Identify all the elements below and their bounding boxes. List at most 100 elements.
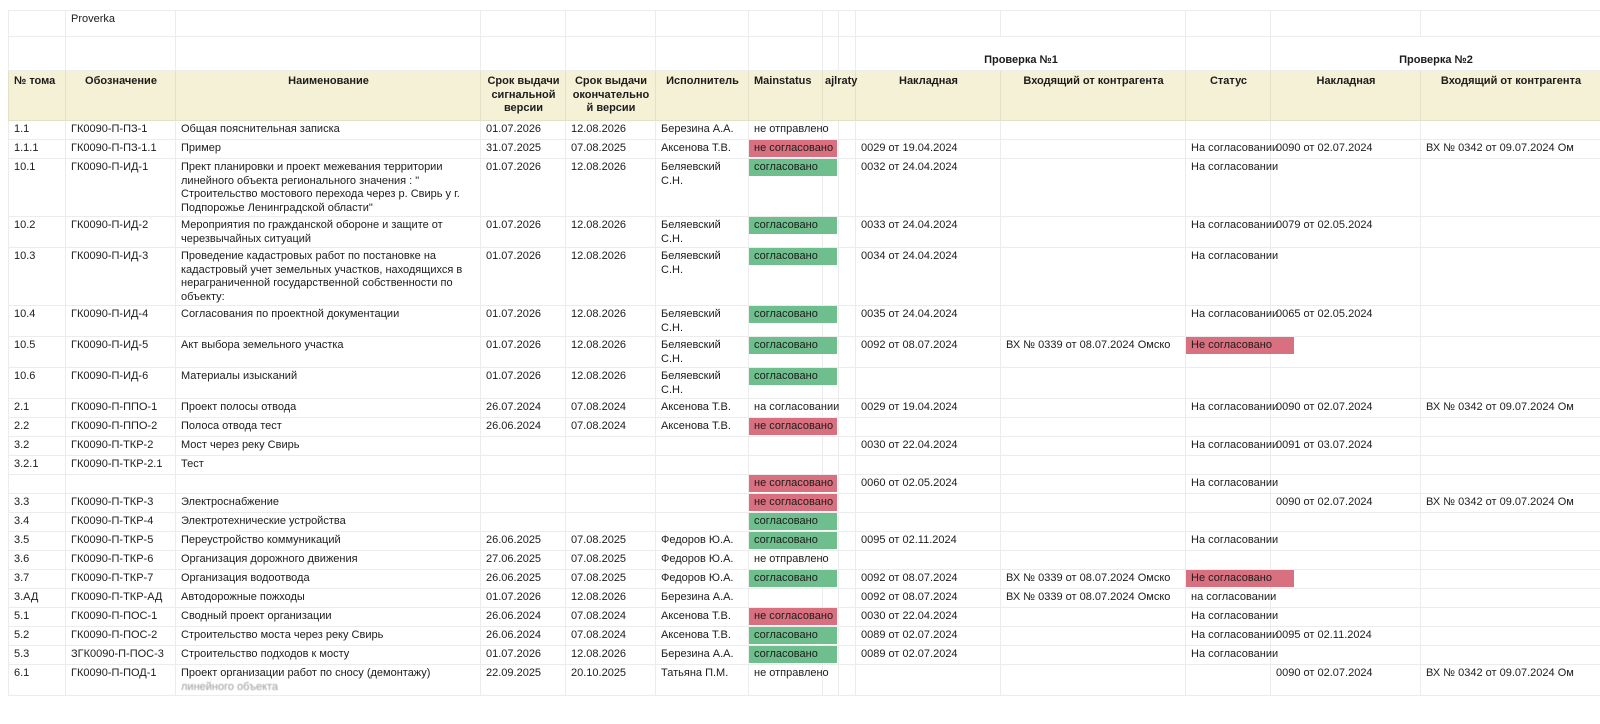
cell-n2[interactable] [839,513,856,532]
cell-main[interactable]: не отправлено [749,121,823,140]
cell-name[interactable]: Электротехнические устройства [176,513,481,532]
cell-status[interactable]: На согласовании [1186,399,1271,418]
cell-code[interactable]: ГК0090-П-ТКР-АД [66,589,176,608]
cell-executor[interactable]: Беляевский С.Н. [656,306,749,337]
cell-final[interactable]: 12.08.2026 [566,121,656,140]
cell-status[interactable] [1186,665,1271,696]
cell-final[interactable] [566,494,656,513]
cell-final[interactable]: 07.08.2025 [566,140,656,159]
cell-n2[interactable] [839,399,856,418]
cell-status[interactable]: На согласовании [1186,437,1271,456]
cell-status[interactable]: на согласовании [1186,589,1271,608]
cell-inv1[interactable] [856,513,1001,532]
cell-vol[interactable]: 5.3 [9,646,66,665]
cell-n2[interactable] [839,368,856,399]
cell-n2[interactable] [839,570,856,589]
cell-inc2[interactable] [1421,627,1600,646]
cell-status[interactable]: На согласовании [1186,532,1271,551]
cell-name[interactable]: Автодорожные пожходы [176,589,481,608]
cell-executor[interactable]: Беляевский С.Н. [656,368,749,399]
cell-final[interactable]: 07.08.2024 [566,608,656,627]
cell-main[interactable]: согласовано [749,337,823,368]
cell-inv1[interactable] [856,418,1001,437]
cell-inv1[interactable] [856,368,1001,399]
cell-final[interactable]: 07.08.2025 [566,570,656,589]
cell-inc1[interactable] [1001,608,1186,627]
cell-signal[interactable]: 22.09.2025 [481,665,566,696]
cell-main[interactable] [749,437,823,456]
cell-final[interactable]: 07.08.2024 [566,627,656,646]
cell-vol[interactable]: 5.2 [9,627,66,646]
cell-main[interactable]: не согласовано [749,418,823,437]
cell-signal[interactable]: 01.07.2026 [481,306,566,337]
cell-inv2[interactable]: 0090 от 02.07.2024 [1271,665,1421,696]
cell-executor[interactable]: Аксенова Т.В. [656,627,749,646]
cell-n2[interactable] [839,589,856,608]
cell-vol[interactable]: 10.5 [9,337,66,368]
cell-inc1[interactable] [1001,306,1186,337]
cell-signal[interactable]: 26.06.2024 [481,608,566,627]
cell-name[interactable]: Проведение кадастровых работ по постанов… [176,248,481,306]
cell-main[interactable]: согласовано [749,513,823,532]
cell-name[interactable]: Материалы изысканий [176,368,481,399]
cell-code[interactable]: ГК0090-П-ПЗ-1.1 [66,140,176,159]
cell-final[interactable]: 12.08.2026 [566,159,656,217]
cell-inc1[interactable] [1001,121,1186,140]
cell-inc2[interactable] [1421,551,1600,570]
cell-inv1[interactable]: 0092 от 08.07.2024 [856,570,1001,589]
cell-inc1[interactable] [1001,532,1186,551]
cell-n2[interactable] [839,665,856,696]
cell-inv1[interactable]: 0030 от 22.04.2024 [856,608,1001,627]
cell-final[interactable]: 07.08.2025 [566,551,656,570]
cell-code[interactable]: ЗГК0090-П-ПОС-3 [66,646,176,665]
cell-main[interactable]: согласовано [749,532,823,551]
cell-code[interactable]: ГК0090-П-ППО-1 [66,399,176,418]
cell-vol[interactable]: 10.2 [9,217,66,248]
cell-signal[interactable]: 01.07.2026 [481,159,566,217]
cell-signal[interactable] [481,494,566,513]
cell-name[interactable]: Электроснабжение [176,494,481,513]
cell-executor[interactable] [656,437,749,456]
cell-vol[interactable]: 10.6 [9,368,66,399]
cell-inc2[interactable] [1421,121,1600,140]
cell-inv2[interactable] [1271,646,1421,665]
cell-executor[interactable]: Аксенова Т.В. [656,140,749,159]
cell-inc2[interactable] [1421,248,1600,306]
cell-inv2[interactable] [1271,608,1421,627]
cell-main[interactable] [749,456,823,475]
cell-inc1[interactable]: ВХ № 0339 от 08.07.2024 Омско [1001,337,1186,368]
cell-signal[interactable]: 26.06.2024 [481,627,566,646]
cell-name[interactable]: Согласования по проектной документации [176,306,481,337]
cell-inv1[interactable]: 0089 от 02.07.2024 [856,627,1001,646]
cell-inc1[interactable] [1001,217,1186,248]
cell-signal[interactable] [481,513,566,532]
cell-final[interactable]: 07.08.2024 [566,418,656,437]
cell-code[interactable]: ГК0090-П-ИД-1 [66,159,176,217]
cell-main[interactable] [749,589,823,608]
cell-inv1[interactable]: 0035 от 24.04.2024 [856,306,1001,337]
cell-vol[interactable]: 3.АД [9,589,66,608]
cell-code[interactable]: ГК0090-П-ПЗ-1 [66,121,176,140]
cell-inv1[interactable] [856,494,1001,513]
cell-inv1[interactable]: 0032 от 24.04.2024 [856,159,1001,217]
cell-inv1[interactable]: 0030 от 22.04.2024 [856,437,1001,456]
cell-final[interactable]: 07.08.2024 [566,399,656,418]
cell-status[interactable]: На согласовании [1186,248,1271,306]
cell-name[interactable]: Организация водоотвода [176,570,481,589]
cell-vol[interactable]: 2.2 [9,418,66,437]
cell-main[interactable]: согласовано [749,570,823,589]
cell-executor[interactable] [656,456,749,475]
cell-inc2[interactable]: ВХ № 0342 от 09.07.2024 Ом [1421,665,1600,696]
cell-inc2[interactable] [1421,456,1600,475]
cell-inv2[interactable] [1271,532,1421,551]
cell-code[interactable]: ГК0090-П-ППО-2 [66,418,176,437]
cell-executor[interactable]: Аксенова Т.В. [656,418,749,437]
cell-vol[interactable]: 3.5 [9,532,66,551]
cell-inc2[interactable]: ВХ № 0342 от 09.07.2024 Ом [1421,399,1600,418]
cell-inv1[interactable] [856,456,1001,475]
cell-name[interactable]: Пример [176,140,481,159]
cell-inv2[interactable]: 0095 от 02.11.2024 [1271,627,1421,646]
cell-n1[interactable] [823,589,839,608]
cell-code[interactable]: ГК0090-П-ИД-4 [66,306,176,337]
cell-main[interactable]: согласовано [749,217,823,248]
